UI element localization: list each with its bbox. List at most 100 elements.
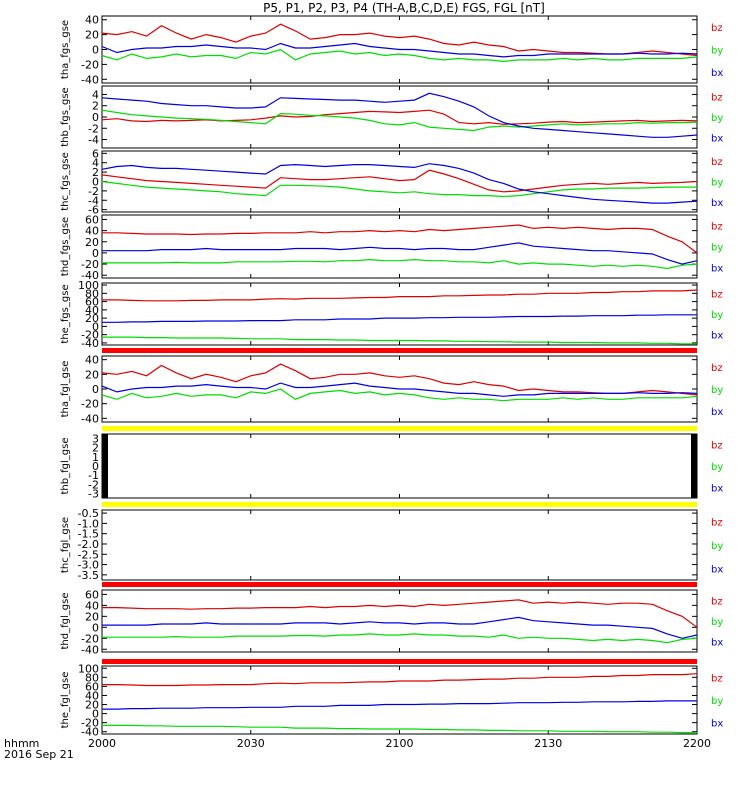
y-tick-label: 100 <box>78 662 99 675</box>
y-axis-label: the_fgl_gse <box>60 672 71 729</box>
panel-thb_fgs_gse: 420-2-4 thb_fgs_gse bz by bx <box>60 85 723 149</box>
series-line-by <box>101 109 698 132</box>
panel-frame <box>101 433 698 499</box>
series-line-bx <box>102 242 698 265</box>
legend-by: by <box>711 462 723 473</box>
y-tick-label: 20 <box>85 610 99 623</box>
series-line-by <box>102 633 698 644</box>
y-tick-label: 40 <box>85 689 99 702</box>
y-tick-label: -1.5 <box>78 528 99 541</box>
series-line-by <box>102 258 698 270</box>
y-tick-label: 0 <box>92 247 99 260</box>
series-line-bx <box>101 163 698 204</box>
y-axis-label: thd_fgs_gse <box>60 217 71 276</box>
y-axis-label: thb_fgs_gse <box>60 87 71 146</box>
x-axis-unit-label: hhmm <box>4 737 39 750</box>
y-tick-label: 20 <box>85 236 99 249</box>
y-tick-label: 40 <box>85 225 99 238</box>
date-label: 2016 Sep 21 <box>4 748 74 761</box>
y-tick-label: 80 <box>85 671 99 684</box>
legend-bz: bz <box>711 157 723 168</box>
y-tick-label: -6 <box>88 204 99 217</box>
series-line-bz <box>101 363 698 396</box>
legend-bz: bz <box>711 673 723 684</box>
data-gap-right <box>691 434 697 498</box>
panel-frame <box>101 85 698 149</box>
legend-bx: bx <box>711 331 723 342</box>
legend-bz: bz <box>711 363 723 374</box>
legend-by: by <box>711 46 723 57</box>
series-line-bz <box>101 23 698 57</box>
series-line-by <box>101 180 697 198</box>
y-tick-label: -40 <box>81 412 99 425</box>
y-axis-label: thc_fgs_gse <box>60 152 71 211</box>
y-tick-label: -2 <box>88 478 99 491</box>
series-line-bx <box>102 314 697 323</box>
x-tick-label: 2030 <box>237 737 265 750</box>
legend-bx: bx <box>711 483 723 494</box>
y-tick-label: -2.0 <box>78 538 99 551</box>
legend-bx: bx <box>711 564 723 575</box>
y-tick-label: 40 <box>85 599 99 612</box>
y-tick-label: -40 <box>81 73 99 86</box>
y-tick-label: -4 <box>88 194 99 207</box>
y-tick-label: 40 <box>85 14 99 27</box>
legend-bz: bz <box>711 518 723 529</box>
y-tick-label: -20 <box>81 329 99 342</box>
legend-bx: bx <box>711 134 723 145</box>
data-gap-left <box>102 434 108 498</box>
series-line-bx <box>102 616 698 639</box>
y-tick-label: -40 <box>81 337 99 350</box>
series-line-by <box>102 724 697 734</box>
legend-bz: bz <box>711 222 723 233</box>
y-tick-label: 0 <box>92 320 99 333</box>
series-line-bx <box>101 382 698 397</box>
legend-bx: bx <box>711 638 723 649</box>
legend-bx: bx <box>711 264 723 275</box>
series-line-bz <box>101 109 698 125</box>
y-tick-label: 2 <box>92 442 99 455</box>
y-axis-label: tha_fgs_gse <box>60 20 71 79</box>
legend-by: by <box>711 178 723 189</box>
y-tick-label: 0 <box>92 708 99 721</box>
y-tick-label: 0 <box>92 383 99 396</box>
series-line-bz <box>102 224 698 254</box>
mode-bar-2 <box>102 502 697 507</box>
y-tick-label: 0 <box>92 44 99 57</box>
y-tick-label: 60 <box>85 296 99 309</box>
y-axis-label: thd_fgl_gse <box>60 593 71 650</box>
y-tick-label: 2 <box>92 100 99 113</box>
y-tick-label: 40 <box>85 304 99 317</box>
y-tick-label: -2 <box>88 185 99 198</box>
x-tick-label: 2100 <box>386 737 414 750</box>
y-tick-label: 6 <box>92 147 99 160</box>
legend-by: by <box>711 385 723 396</box>
y-tick-label: 0 <box>92 176 99 189</box>
y-tick-label: -40 <box>81 269 99 282</box>
y-tick-label: 80 <box>85 287 99 300</box>
y-tick-label: -20 <box>81 398 99 411</box>
series-line-by <box>102 336 697 345</box>
y-axis-label: thb_fgl_gse <box>60 438 71 495</box>
y-tick-label: -1.0 <box>78 517 99 530</box>
y-tick-label: 60 <box>85 213 99 226</box>
mode-bar-3 <box>102 582 697 587</box>
y-tick-label: 20 <box>85 312 99 325</box>
panel-frame <box>101 509 698 581</box>
panel-frame <box>101 150 698 213</box>
y-tick-label: 1 <box>92 451 99 464</box>
y-tick-label: -3 <box>88 487 99 500</box>
y-tick-label: 20 <box>85 699 99 712</box>
y-tick-label: 20 <box>85 29 99 42</box>
y-tick-label: -3.0 <box>78 559 99 572</box>
series-line-bx <box>102 700 697 710</box>
y-tick-label: -20 <box>81 258 99 271</box>
series-line-bz <box>102 599 698 628</box>
y-tick-label: 4 <box>92 88 99 101</box>
